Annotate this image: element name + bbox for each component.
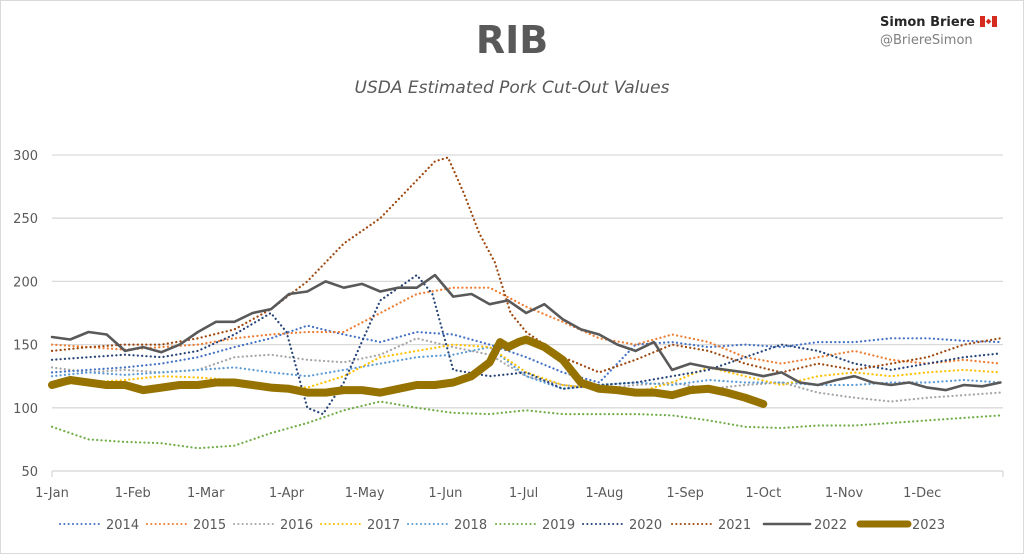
series-line-2014 <box>50 324 1002 384</box>
series-line-2022 <box>50 273 1002 392</box>
legend-label-2017: 2017 <box>367 518 400 533</box>
author-name: Simon Briere <box>880 15 997 30</box>
x-tick-label: 1-Sep <box>666 486 703 501</box>
x-tick-label: 1-Aug <box>585 486 623 501</box>
legend-label-2021: 2021 <box>718 518 751 533</box>
canada-flag-icon <box>979 16 997 27</box>
x-tick-label: 1-Mar <box>187 486 225 501</box>
legend-label-2016: 2016 <box>280 518 313 533</box>
legend-label-2023: 2023 <box>912 518 945 533</box>
legend-label-2022: 2022 <box>814 518 847 533</box>
author-handle: @BriereSimon <box>880 33 973 48</box>
series-line-2020 <box>50 274 1002 416</box>
x-tick-label: 1-Oct <box>745 486 781 501</box>
x-tick-label: 1-Feb <box>115 486 151 501</box>
y-tick-label: 300 <box>13 149 38 164</box>
chart-subtitle: USDA Estimated Pork Cut-Out Values <box>354 78 670 98</box>
x-tick-label: 1-Apr <box>269 486 305 501</box>
series-line-2015 <box>50 286 1002 365</box>
gridlines <box>51 154 1004 477</box>
y-tick-label: 100 <box>13 402 38 417</box>
y-tick-label: 200 <box>13 275 38 290</box>
y-tick-label: 150 <box>13 339 38 354</box>
series-line-2023 <box>48 335 768 408</box>
x-tick-label: 1-May <box>345 486 385 501</box>
y-axis-tick-labels: 50 100 150 200 250 300 <box>13 149 38 480</box>
series-line-2018 <box>50 346 1002 390</box>
legend: 2014 2015 2016 2017 2018 2019 2020 2021 2022 2023 <box>59 518 945 533</box>
x-tick-label: 1-Dec <box>903 486 941 501</box>
x-axis-tick-labels: 1-Jan 1-Feb 1-Mar 1-Apr 1-May 1-Jun 1-Jul 1-Aug… <box>35 486 941 501</box>
legend-label-2019: 2019 <box>542 518 575 533</box>
series-line-2016 <box>50 337 1002 403</box>
y-tick-label: 50 <box>21 465 38 480</box>
legend-label-2020: 2020 <box>629 518 662 533</box>
series-lines <box>48 156 1002 450</box>
x-tick-label: 1-Nov <box>825 486 864 501</box>
author-name-text: Simon Briere <box>880 15 975 30</box>
legend-label-2014: 2014 <box>106 518 139 533</box>
chart-title: RIB <box>475 18 549 62</box>
legend-label-2015: 2015 <box>193 518 226 533</box>
series-line-2017 <box>50 343 1002 394</box>
legend-label-2018: 2018 <box>454 518 487 533</box>
x-tick-label: 1-Jul <box>509 486 538 501</box>
y-tick-label: 250 <box>13 212 38 227</box>
x-tick-label: 1-Jan <box>35 486 69 501</box>
series-line-2019 <box>50 400 1002 450</box>
x-tick-label: 1-Jun <box>428 486 462 501</box>
series-line-2021 <box>50 156 1002 374</box>
